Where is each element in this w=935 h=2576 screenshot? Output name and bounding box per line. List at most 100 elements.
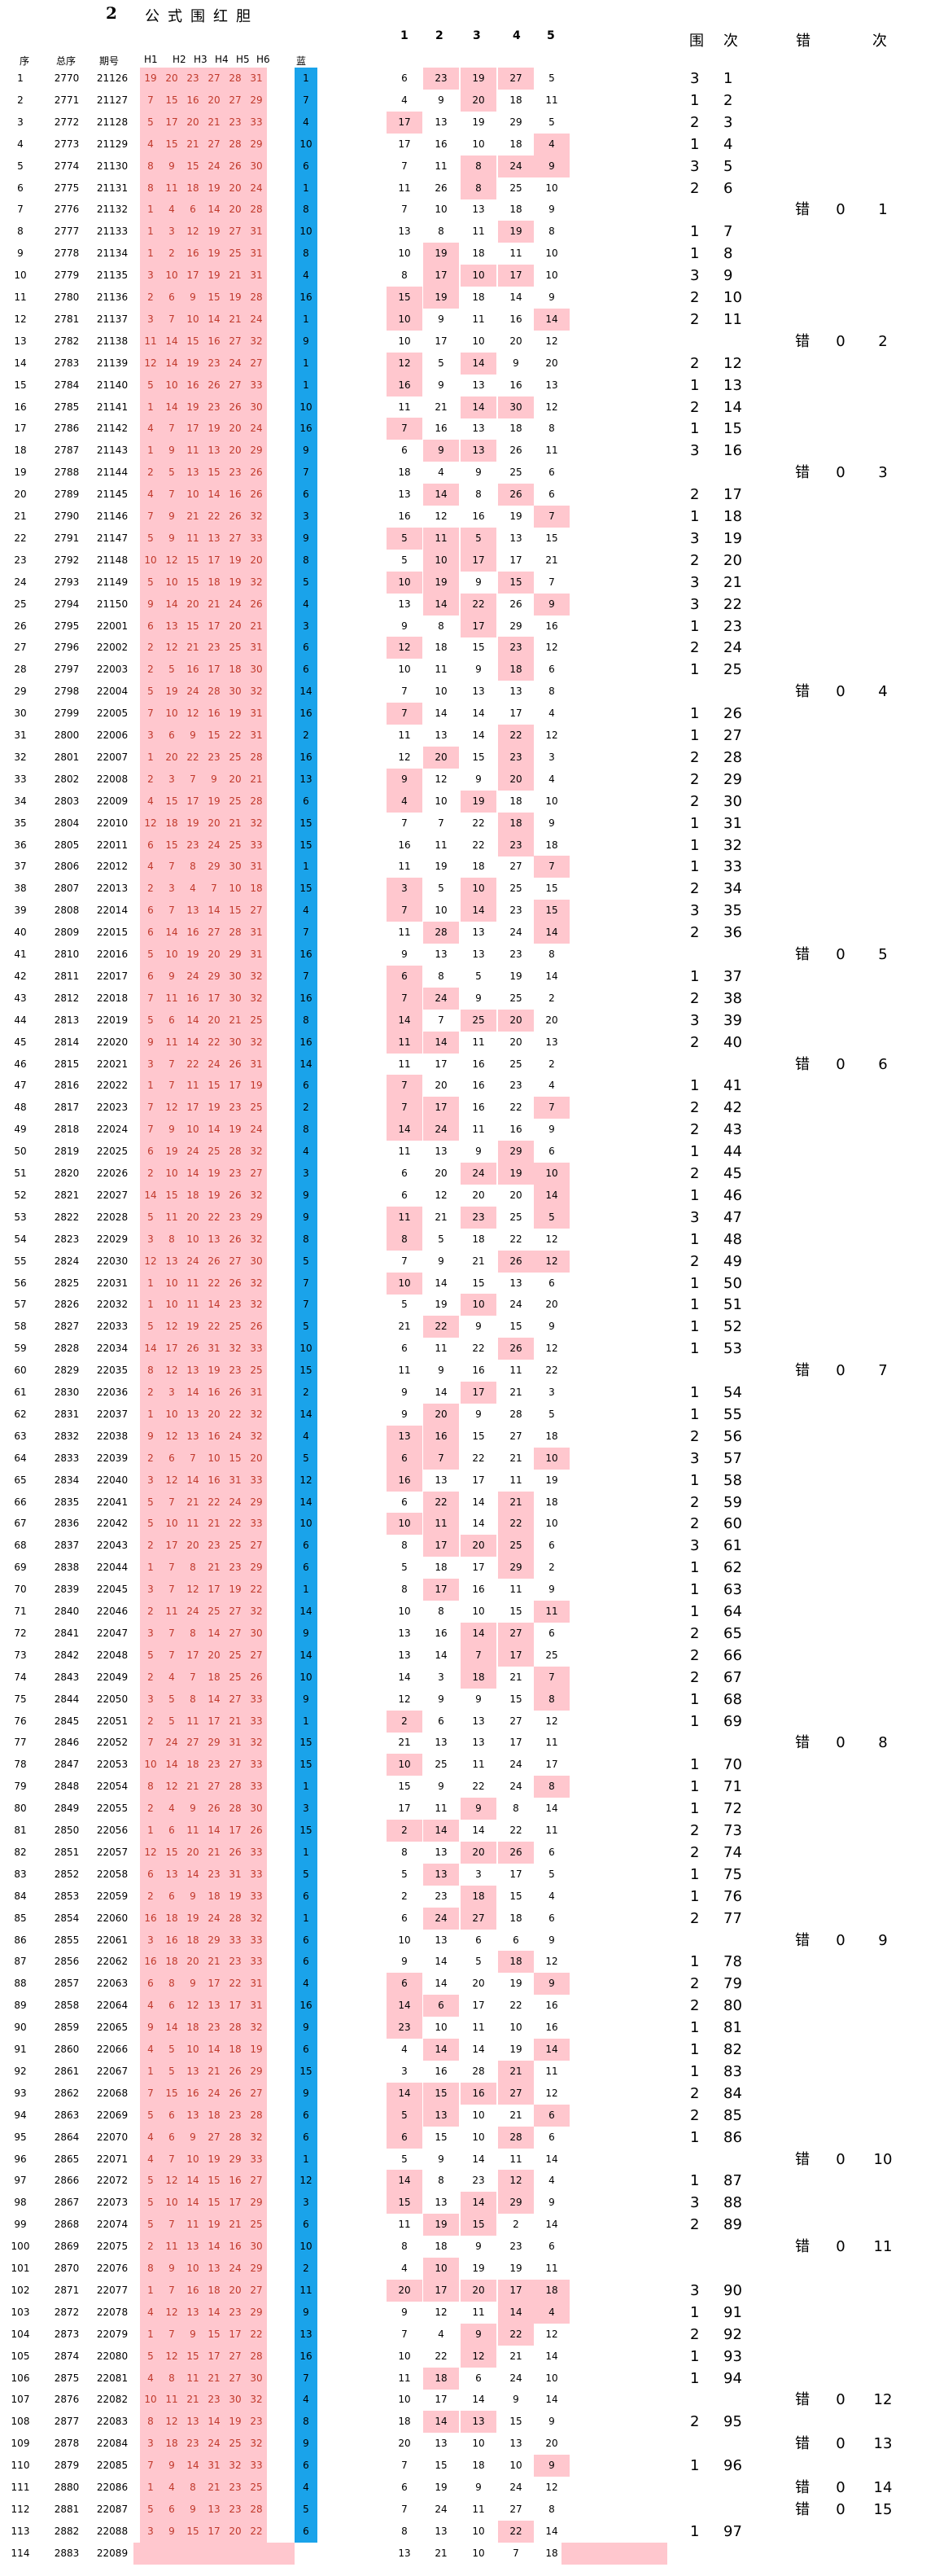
red-ball-h2: 6 — [161, 1995, 182, 2017]
hit-index: 86 — [723, 2128, 742, 2146]
predict-num-5: 16 — [545, 2000, 558, 2012]
row-period: 22062 — [96, 1956, 129, 1968]
predict-num-1: 6 — [387, 1973, 422, 1996]
predict-num-1: 9 — [401, 1956, 408, 1968]
predict-num-4: 24 — [509, 2482, 522, 2493]
red-ball-h5: 19 — [225, 287, 246, 309]
red-ball-h4: 14 — [203, 900, 225, 922]
red-ball-h5: 10 — [225, 878, 246, 900]
red-ball-h6: 28 — [246, 790, 267, 813]
hit-index: 76 — [723, 1887, 742, 1905]
predict-num-2: 22 — [435, 2350, 448, 2362]
red-ball-h4: 27 — [203, 922, 225, 944]
row-period: 22048 — [96, 1649, 129, 1661]
red-ball-h6: 31 — [246, 703, 267, 725]
predict-num-3: 16 — [472, 1080, 485, 1092]
red-ball-h3: 14 — [182, 2455, 203, 2477]
red-ball-h2: 6 — [161, 1447, 182, 1470]
red-ball-h3: 6 — [182, 199, 203, 221]
row-seq: 45 — [14, 1036, 27, 1048]
table-row: 72 2841 22047 3 7 8 14 27 30 9 13 16 14 27 6 2 65 — [0, 1622, 935, 1645]
hit-count: 2 — [690, 1033, 700, 1051]
hit-count: 2 — [690, 1975, 700, 1993]
row-period: 21127 — [96, 94, 129, 106]
red-ball-h6: 19 — [246, 1075, 267, 1097]
predict-num-5: 9 — [548, 1934, 555, 1946]
row-seq: 82 — [14, 1846, 27, 1858]
blue-ball: 1 — [295, 1579, 317, 1601]
predict-num-1: 7 — [401, 1255, 408, 1267]
red-ball-h3: 14 — [182, 1009, 203, 1032]
red-ball-h6: 27 — [246, 2279, 267, 2302]
red-ball-h4: 15 — [203, 2170, 225, 2193]
row-period: 21138 — [96, 335, 129, 347]
red-ball-h4: 16 — [203, 330, 225, 353]
predict-num-1: 13 — [398, 1649, 411, 1661]
red-ball-h2: 5 — [161, 462, 182, 484]
table-row: 35 2804 22010 12 18 19 20 21 32 15 7 7 22 18 9 1 31 — [0, 812, 935, 835]
red-ball-h2: 7 — [161, 1053, 182, 1076]
hit-count: 3 — [690, 157, 700, 175]
row-total: 2859 — [54, 2022, 80, 2034]
hit-index: 70 — [723, 1756, 742, 1774]
predict-num-2: 6 — [423, 1995, 459, 2017]
hit-index: 23 — [723, 617, 742, 635]
miss-label: 错 — [795, 2150, 810, 2168]
red-ball-h6: 33 — [246, 527, 267, 550]
predict-num-3: 14 — [472, 729, 485, 741]
hit-index: 57 — [723, 1449, 742, 1467]
red-ball-h1: 4 — [140, 856, 161, 878]
hit-count: 2 — [690, 1515, 700, 1533]
red-ball-h2: 11 — [161, 177, 182, 199]
blue-ball: 15 — [295, 2060, 317, 2083]
row-seq: 90 — [14, 2022, 27, 2034]
red-ball-h1: 2 — [140, 637, 161, 659]
predict-num-1: 12 — [398, 1693, 411, 1705]
red-ball-h3: 4 — [182, 878, 203, 900]
predict-num-4: 26 — [498, 1250, 534, 1273]
hit-index: 74 — [723, 1843, 742, 1861]
red-ball-h1: 2 — [140, 1798, 161, 1820]
red-ball-h4: 24 — [203, 1907, 225, 1930]
red-ball-h1: 1 — [140, 440, 161, 462]
row-seq: 98 — [14, 2197, 27, 2209]
red-ball-h5: 25 — [225, 637, 246, 659]
predict-num-1: 4 — [401, 94, 408, 106]
blue-ball: 6 — [295, 2455, 317, 2477]
red-ball-h5: 20 — [225, 440, 246, 462]
predict-num-4: 26 — [498, 1338, 534, 1360]
predict-num-1: 7 — [387, 703, 422, 725]
red-ball-h4: 19 — [203, 177, 225, 199]
blue-ball: 6 — [295, 659, 317, 681]
red-ball-h1: 14 — [140, 1338, 161, 1360]
red-ball-h6: 31 — [246, 265, 267, 287]
red-ball-h4: 18 — [203, 571, 225, 594]
red-ball-h5: 15 — [225, 900, 246, 922]
red-ball-h6: 27 — [246, 900, 267, 922]
row-seq: 29 — [14, 686, 27, 698]
red-ball-h6: 33 — [246, 1710, 267, 1733]
predict-num-1: 14 — [387, 2170, 422, 2193]
row-period: 22044 — [96, 1562, 129, 1574]
red-ball-h3: 16 — [182, 243, 203, 265]
predict-num-4: 27 — [498, 1622, 534, 1645]
predict-num-1: 14 — [387, 1119, 422, 1141]
predict-num-2: 13 — [435, 116, 448, 128]
row-seq: 5 — [17, 160, 24, 172]
hit-count: 1 — [690, 705, 700, 723]
predict-num-5: 18 — [534, 2279, 570, 2302]
red-ball-h2: 12 — [161, 1097, 182, 1119]
col-h4-header: H4 — [215, 54, 229, 65]
predict-num-2: 21 — [435, 401, 448, 413]
predict-num-1: 9 — [401, 948, 408, 960]
table-row: 77 2846 22052 7 24 27 29 31 32 15 21 13 13 17 11 错 0 8 — [0, 1732, 935, 1755]
hit-count: 2 — [690, 551, 700, 569]
blue-ball: 15 — [295, 1360, 317, 1382]
blue-ball: 10 — [295, 1666, 317, 1689]
red-ball-h3: 14 — [182, 1163, 203, 1185]
predict-num-1: 21 — [398, 1321, 411, 1333]
row-period: 21144 — [96, 467, 129, 479]
red-ball-h4: 24 — [203, 2082, 225, 2105]
red-ball-h5: 29 — [225, 944, 246, 966]
col-cuo-header: 错 — [796, 33, 810, 50]
